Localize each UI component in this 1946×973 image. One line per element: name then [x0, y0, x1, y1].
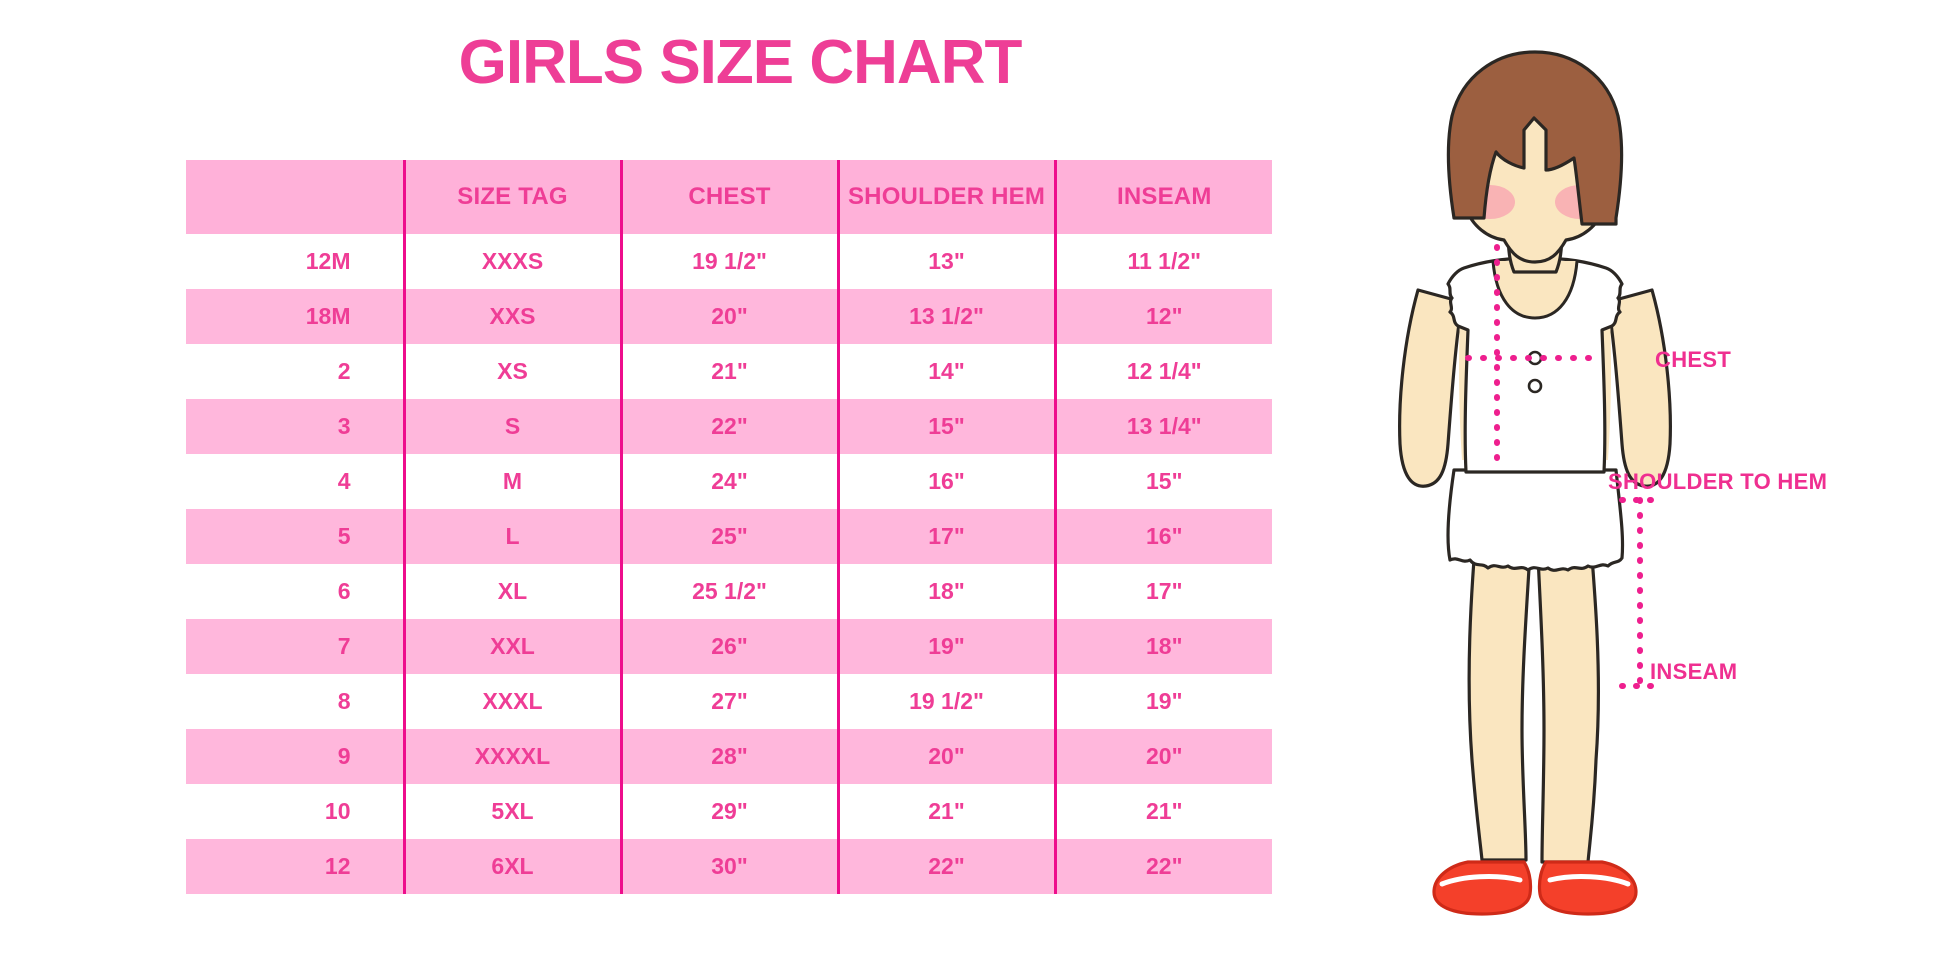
cell-size: 10: [186, 784, 404, 839]
cell-chest: 29": [619, 784, 838, 839]
left-leg: [1467, 508, 1534, 862]
cell-size-tag: M: [402, 454, 621, 509]
cell-shoulder-hem: 13 1/2": [836, 289, 1055, 344]
cell-chest: 28": [619, 729, 838, 784]
skirt: [1446, 468, 1625, 572]
cell-chest: 19 1/2": [619, 234, 838, 289]
cell-shoulder-hem: 16": [836, 454, 1055, 509]
cell-chest: 25 1/2": [619, 564, 838, 619]
table-header: SIZE TAG CHEST SHOULDER HEM INSEAM: [186, 160, 1272, 234]
cell-size: 12M: [186, 234, 404, 289]
cell-size: 4: [186, 454, 404, 509]
cell-size: 12: [186, 839, 404, 894]
cell-size: 6: [186, 564, 404, 619]
cell-size-tag: XXL: [402, 619, 621, 674]
table-row: 4 M 24" 16" 15": [186, 454, 1272, 509]
table-row: 18M XXS 20" 13 1/2" 12": [186, 289, 1272, 344]
cell-shoulder-hem: 21": [836, 784, 1055, 839]
column-header-shoulder-hem: SHOULDER HEM: [836, 160, 1055, 234]
neckline: [1491, 259, 1579, 320]
size-chart-table-container: SIZE TAG CHEST SHOULDER HEM INSEAM 12M XX…: [186, 160, 1272, 894]
callout-label-chest: CHEST: [1655, 347, 1732, 372]
cell-size-tag: XXS: [402, 289, 621, 344]
cell-inseam: 18": [1053, 619, 1272, 674]
table-body: 12M XXXS 19 1/2" 13" 11 1/2" 18M XXS 20" 13 1/2"…: [186, 234, 1272, 894]
cell-size: 9: [186, 729, 404, 784]
cell-shoulder-hem: 19 1/2": [836, 674, 1055, 729]
left-shoe-strap: [1439, 874, 1523, 887]
column-header-inseam: INSEAM: [1053, 160, 1272, 234]
cell-size: 8: [186, 674, 404, 729]
table-row: 7 XXL 26" 19" 18": [186, 619, 1272, 674]
cell-size: 18M: [186, 289, 404, 344]
cell-size-tag: 5XL: [402, 784, 621, 839]
column-header-size: [186, 160, 404, 234]
cell-size-tag: XXXL: [402, 674, 621, 729]
cell-shoulder-hem: 19": [836, 619, 1055, 674]
table-row: 9 XXXXL 28" 20" 20": [186, 729, 1272, 784]
cell-shoulder-hem: 17": [836, 509, 1055, 564]
cell-size-tag: XS: [402, 344, 621, 399]
cell-shoulder-hem: 14": [836, 344, 1055, 399]
cell-inseam: 21": [1053, 784, 1272, 839]
table-row: 3 S 22" 15" 13 1/4": [186, 399, 1272, 454]
cell-size: 2: [186, 344, 404, 399]
cell-chest: 24": [619, 454, 838, 509]
size-chart-table: SIZE TAG CHEST SHOULDER HEM INSEAM 12M XX…: [186, 160, 1272, 894]
cell-shoulder-hem: 15": [836, 399, 1055, 454]
cell-inseam: 13 1/4": [1053, 399, 1272, 454]
cell-inseam: 11 1/2": [1053, 234, 1272, 289]
left-shoe: [1432, 860, 1533, 916]
cell-size: 3: [186, 399, 404, 454]
cell-inseam: 17": [1053, 564, 1272, 619]
cell-chest: 30": [619, 839, 838, 894]
table-row: 8 XXXL 27" 19 1/2" 19": [186, 674, 1272, 729]
cell-shoulder-hem: 13": [836, 234, 1055, 289]
cell-inseam: 12": [1053, 289, 1272, 344]
cell-inseam: 20": [1053, 729, 1272, 784]
cell-chest: 25": [619, 509, 838, 564]
cell-size-tag: XL: [402, 564, 621, 619]
cell-shoulder-hem: 18": [836, 564, 1055, 619]
cell-shoulder-hem: 20": [836, 729, 1055, 784]
cell-size-tag: L: [402, 509, 621, 564]
hair: [1446, 50, 1624, 226]
cell-inseam: 15": [1053, 454, 1272, 509]
cell-chest: 27": [619, 674, 838, 729]
cell-inseam: 19": [1053, 674, 1272, 729]
girl-illustration: [1398, 50, 1672, 916]
right-shoe: [1537, 860, 1638, 916]
button-bottom: [1527, 378, 1543, 394]
table-row: 10 5XL 29" 21" 21": [186, 784, 1272, 839]
cell-size: 5: [186, 509, 404, 564]
table-header-row: SIZE TAG CHEST SHOULDER HEM INSEAM: [186, 160, 1272, 234]
column-header-chest: CHEST: [619, 160, 838, 234]
page-title: GIRLS SIZE CHART: [458, 28, 1023, 97]
column-header-size-tag: SIZE TAG: [402, 160, 621, 234]
left-arm: [1398, 288, 1464, 488]
table-row: 2 XS 21" 14" 12 1/4": [186, 344, 1272, 399]
cell-inseam: 12 1/4": [1053, 344, 1272, 399]
cell-size-tag: S: [402, 399, 621, 454]
cell-size-tag: XXXXL: [402, 729, 621, 784]
callout-label-shoulder-to-hem: SHOULDER TO HEM: [1608, 469, 1828, 494]
table-row: 12M XXXS 19 1/2" 13" 11 1/2": [186, 234, 1272, 289]
cell-inseam: 22": [1053, 839, 1272, 894]
right-arm: [1606, 288, 1672, 488]
cell-size-tag: XXXS: [402, 234, 621, 289]
table-row: 5 L 25" 17" 16": [186, 509, 1272, 564]
table-row: 12 6XL 30" 22" 22": [186, 839, 1272, 894]
cell-size: 7: [186, 619, 404, 674]
table-row: 6 XL 25 1/2" 18" 17": [186, 564, 1272, 619]
callout-label-inseam: INSEAM: [1650, 659, 1738, 684]
cell-chest: 26": [619, 619, 838, 674]
cell-chest: 20": [619, 289, 838, 344]
cell-shoulder-hem: 22": [836, 839, 1055, 894]
cell-size-tag: 6XL: [402, 839, 621, 894]
cell-chest: 22": [619, 399, 838, 454]
right-shoe-strap: [1547, 874, 1631, 887]
cell-inseam: 16": [1053, 509, 1272, 564]
cell-chest: 21": [619, 344, 838, 399]
